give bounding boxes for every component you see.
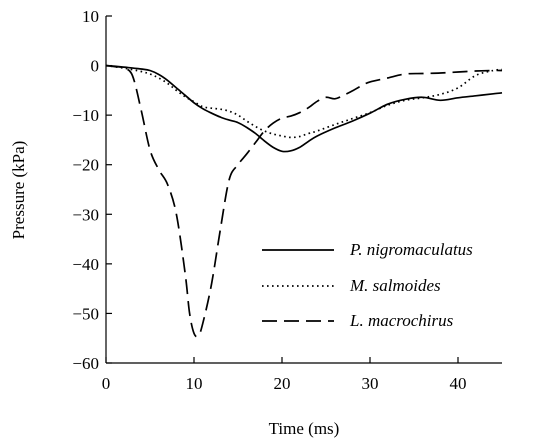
x-tick-label: 30 (362, 374, 379, 393)
y-tick-label: −10 (72, 106, 99, 125)
x-ticks: 0 10 20 30 40 (102, 357, 467, 393)
legend: P. nigromaculatus M. salmoides L. macrochi… (262, 240, 473, 330)
x-tick-label: 10 (186, 374, 203, 393)
x-tick-label: 20 (274, 374, 291, 393)
x-axis-label: Time (ms) (269, 419, 340, 438)
series-line-m-salmoides (105, 64, 503, 139)
plot-area: 10 0 −10 −20 −30 −40 −50 −60 0 10 20 30 40 (72, 7, 503, 393)
x-tick-label: 0 (102, 374, 111, 393)
y-tick-label: −20 (72, 156, 99, 175)
y-axis-label: Pressure (kPa) (9, 141, 28, 240)
y-tick-label: 0 (91, 57, 100, 76)
series-line-l-macrochirus (105, 64, 503, 338)
x-tick-label: 40 (450, 374, 467, 393)
y-tick-label: −40 (72, 255, 99, 274)
y-tick-label: 10 (82, 7, 99, 26)
y-ticks: 10 0 −10 −20 −30 −40 −50 −60 (72, 7, 112, 373)
legend-label: M. salmoides (349, 276, 441, 295)
legend-label: L. macrochirus (349, 311, 454, 330)
y-tick-label: −30 (72, 205, 99, 224)
series-line-p-nigromaculatus (105, 64, 503, 153)
y-tick-label: −50 (72, 304, 99, 323)
series-layer (105, 64, 503, 338)
y-tick-label: −60 (72, 354, 99, 373)
legend-label: P. nigromaculatus (349, 240, 473, 259)
